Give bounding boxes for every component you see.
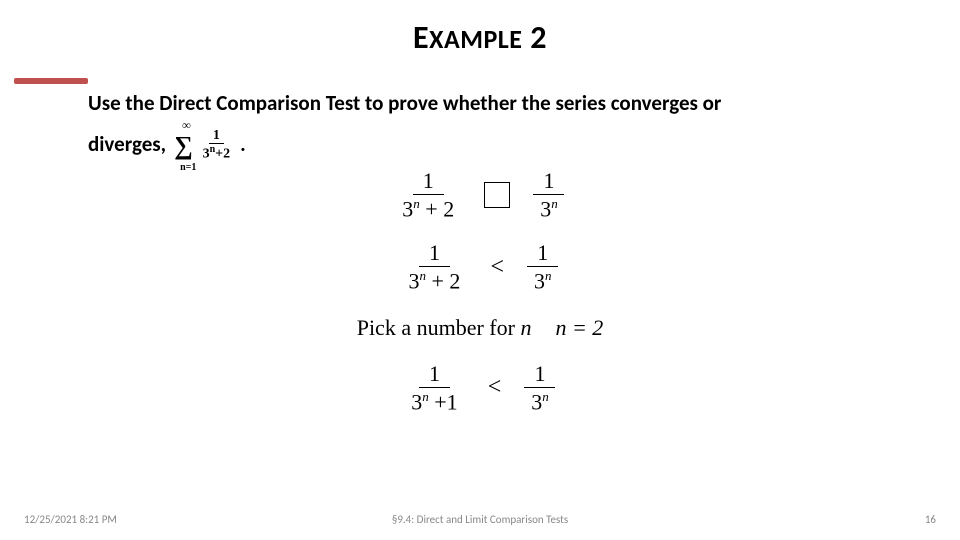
sigma-symbol: ∑ ∞ n=1	[174, 126, 193, 165]
title-num: 2	[530, 18, 547, 57]
accent-line	[14, 78, 88, 84]
lhs2-frac: 1 3n + 2	[399, 242, 471, 292]
lhs3-den: 3n +1	[401, 388, 467, 413]
sigma-den-base: 3	[203, 147, 210, 162]
rhs3-den: 3n	[521, 388, 559, 413]
lhs1-num: 1	[413, 170, 444, 195]
pick-text: Pick a number for n	[357, 315, 532, 341]
prompt-line2: diverges, ∑ ∞ n=1 1 3n+2 .	[88, 126, 920, 165]
less-than-1: <	[490, 254, 504, 281]
pick-text-label: Pick a number for	[357, 315, 521, 340]
sigma-den-tail: +2	[215, 147, 230, 162]
pick-number-row: Pick a number for n n = 2	[357, 315, 604, 341]
sigma-frac-num: 1	[209, 128, 224, 144]
lhs2-num: 1	[419, 242, 450, 267]
lhs3-num: 1	[419, 363, 450, 388]
title-rest: XAMPLE	[429, 23, 522, 55]
sigma-frac: 1 3n+2	[199, 128, 235, 162]
rhs2-num: 1	[527, 242, 558, 267]
sigma-expression: ∑ ∞ n=1 1 3n+2	[174, 126, 234, 165]
prompt-block: Use the Direct Comparison Test to prove …	[88, 88, 920, 165]
rhs2-den-exp: n	[545, 268, 552, 283]
rhs1-frac: 1 3n	[530, 170, 568, 220]
prompt-line1: Use the Direct Comparison Test to prove …	[88, 88, 920, 120]
lhs2-den-tail: + 2	[426, 269, 460, 294]
inequality-row-3: 1 3n +1 < 1 3n	[401, 363, 558, 413]
footer-page-number: 16	[925, 513, 936, 526]
slide: EXAMPLE 2 Use the Direct Comparison Test…	[0, 0, 960, 540]
prompt-period: .	[240, 129, 246, 161]
lhs2-den-base: 3	[409, 269, 420, 294]
rhs3-den-base: 3	[531, 389, 542, 414]
lhs3-den-tail: +1	[429, 389, 458, 414]
rhs1-den: 3n	[530, 195, 568, 220]
rhs3-num: 1	[524, 363, 555, 388]
lhs1-den-tail: + 2	[420, 196, 454, 221]
work-area: 1 3n + 2 1 3n 1 3n + 2 < 1 3n Pick a num…	[0, 170, 960, 413]
rhs1-den-base: 3	[540, 196, 551, 221]
blank-box-1	[484, 182, 510, 208]
inequality-row-2: 1 3n + 2 < 1 3n	[399, 242, 562, 292]
title-big-e: E	[413, 18, 429, 57]
diverges-word: diverges,	[88, 129, 166, 161]
inequality-row-1: 1 3n + 2 1 3n	[392, 170, 567, 220]
less-than-2: <	[488, 374, 502, 401]
lhs1-frac: 1 3n + 2	[392, 170, 464, 220]
rhs1-num: 1	[533, 170, 564, 195]
rhs3-den-exp: n	[542, 389, 549, 404]
lhs3-den-base: 3	[411, 389, 422, 414]
pick-var: n	[520, 315, 531, 340]
footer-section: §9.4: Direct and Limit Comparison Tests	[0, 513, 960, 526]
sigma-top: ∞	[182, 116, 191, 134]
lhs2-den: 3n + 2	[399, 267, 471, 292]
lhs1-den-base: 3	[402, 196, 413, 221]
slide-title: EXAMPLE 2	[0, 18, 960, 57]
pick-value: n = 2	[555, 315, 603, 341]
lhs3-frac: 1 3n +1	[401, 363, 467, 413]
rhs2-den-base: 3	[534, 269, 545, 294]
lhs1-den: 3n + 2	[392, 195, 464, 220]
rhs3-frac: 1 3n	[521, 363, 559, 413]
rhs1-den-exp: n	[551, 196, 558, 211]
rhs2-den: 3n	[524, 267, 562, 292]
rhs2-frac: 1 3n	[524, 242, 562, 292]
sigma-frac-den: 3n+2	[199, 144, 235, 162]
